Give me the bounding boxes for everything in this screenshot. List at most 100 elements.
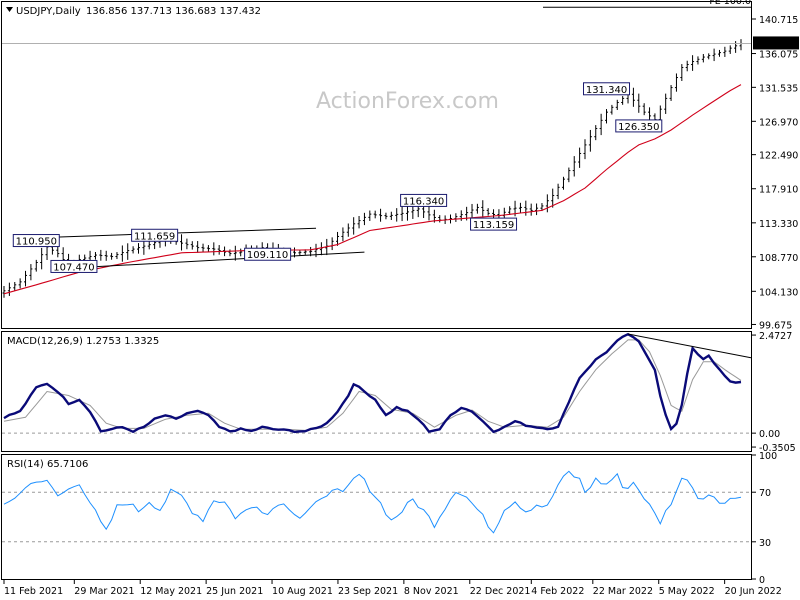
- price-bar: [400, 206, 404, 222]
- price-tick-label: 113.330: [759, 219, 798, 230]
- price-bar: [346, 223, 350, 237]
- price-bar: [572, 156, 576, 177]
- price-bar: [110, 252, 114, 260]
- price-bar: [206, 245, 210, 252]
- dropdown-triangle-icon[interactable]: [6, 7, 13, 12]
- macd-tick-label: 0.00: [759, 429, 780, 440]
- price-bar: [615, 99, 619, 110]
- svg-text:116.340: 116.340: [403, 196, 444, 207]
- price-bar: [190, 241, 194, 250]
- price-bar: [508, 206, 512, 215]
- price-bar: [648, 107, 652, 121]
- price-bar: [131, 246, 135, 254]
- price-bar: [454, 213, 458, 222]
- fe-100-label: FE 100.0: [709, 0, 751, 7]
- price-panel-frame: [1, 1, 752, 329]
- price-annotation: 111.659: [131, 228, 179, 242]
- price-bar: [40, 247, 44, 270]
- price-tick-label: 136.075: [759, 50, 798, 61]
- price-tick-label: 122.490: [759, 151, 798, 162]
- price-annotation: 113.159: [470, 217, 518, 231]
- price-tick-label: 140.715: [759, 15, 798, 26]
- price-bar: [389, 211, 393, 220]
- price-bar: [212, 242, 216, 256]
- price-tick-label: 108.770: [759, 253, 798, 264]
- price-bar: [475, 203, 479, 214]
- price-bar: [228, 249, 232, 257]
- current-price-label: 137.432: [757, 39, 796, 50]
- price-bar: [691, 55, 695, 71]
- price-bar: [540, 203, 544, 212]
- price-bars: [2, 39, 743, 298]
- price-bar: [669, 85, 673, 101]
- macd-trend-line: [627, 333, 752, 359]
- price-bar: [18, 278, 22, 289]
- price-bar: [712, 48, 716, 62]
- price-bar: [518, 202, 522, 213]
- price-annotation: 131.340: [583, 82, 631, 96]
- price-bar: [147, 241, 151, 250]
- price-bar: [34, 259, 38, 272]
- price-bar: [384, 212, 388, 220]
- macd-label: MACD(12,26,9) 1.2753 1.3325: [7, 336, 159, 347]
- price-bar: [583, 139, 587, 160]
- price-bar: [707, 53, 711, 60]
- price-bar: [104, 250, 108, 261]
- price-bar: [685, 60, 689, 72]
- x-tick-label: 4 Feb 2022: [531, 586, 584, 597]
- ohlc-values: 136.856 137.713 136.683 137.432: [86, 6, 261, 17]
- price-bar: [196, 241, 200, 253]
- price-bar: [588, 129, 592, 152]
- price-bar: [637, 93, 641, 113]
- rsi-tick-label: 0: [759, 575, 765, 586]
- svg-text:126.350: 126.350: [618, 122, 659, 133]
- macd-signal-line: [3, 339, 742, 431]
- price-bar: [180, 234, 184, 251]
- price-bar: [599, 113, 603, 136]
- price-bar: [723, 46, 727, 57]
- price-bar: [357, 215, 361, 229]
- price-bar: [545, 194, 549, 213]
- x-tick-label: 29 Mar 2021: [74, 586, 134, 597]
- price-bar: [486, 208, 490, 216]
- price-bar: [567, 167, 571, 183]
- trend-line: [90, 251, 365, 268]
- price-tick-label: 104.130: [759, 287, 798, 298]
- price-bar: [395, 208, 399, 222]
- price-bar: [578, 147, 582, 168]
- price-bar: [701, 53, 705, 63]
- watermark: ActionForex.com: [316, 89, 499, 114]
- price-bar: [556, 183, 560, 200]
- price-bar: [664, 93, 668, 114]
- price-bar: [239, 248, 243, 257]
- price-bar: [734, 41, 738, 53]
- svg-text:110.950: 110.950: [16, 237, 57, 248]
- price-annotation: 109.110: [244, 247, 292, 261]
- rsi-tick-label: 70: [759, 488, 771, 499]
- price-bar: [362, 212, 366, 226]
- price-bar: [56, 246, 60, 258]
- price-annotation: 126.350: [615, 119, 663, 133]
- price-bar: [524, 200, 528, 216]
- price-tick-label: 131.535: [759, 83, 798, 94]
- price-bar: [427, 206, 431, 221]
- price-bar: [24, 270, 28, 287]
- current-price-tag: [753, 36, 799, 50]
- price-annotation: 110.950: [12, 234, 60, 248]
- price-bar: [330, 237, 334, 251]
- rsi-label: RSI(14) 65.7106: [7, 459, 88, 470]
- price-bar: [717, 49, 721, 57]
- price-bar: [352, 217, 356, 235]
- price-bar: [492, 209, 496, 219]
- price-tick-label: 126.970: [759, 117, 798, 128]
- price-bar: [93, 252, 97, 260]
- x-tick-label: 8 Nov 2021: [404, 586, 459, 597]
- price-bar: [336, 231, 340, 246]
- x-tick-label: 22 Dec 2021: [470, 586, 531, 597]
- macd-tick-label: 2.4727: [759, 331, 792, 342]
- price-bar: [126, 243, 130, 260]
- price-bar: [319, 242, 323, 256]
- price-bar: [233, 245, 237, 261]
- price-annotation: 107.470: [50, 259, 98, 273]
